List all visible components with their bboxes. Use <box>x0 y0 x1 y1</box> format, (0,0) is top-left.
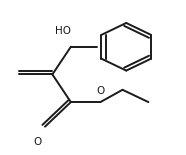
Text: O: O <box>96 86 105 96</box>
Text: O: O <box>33 137 42 147</box>
Text: HO: HO <box>55 26 71 36</box>
